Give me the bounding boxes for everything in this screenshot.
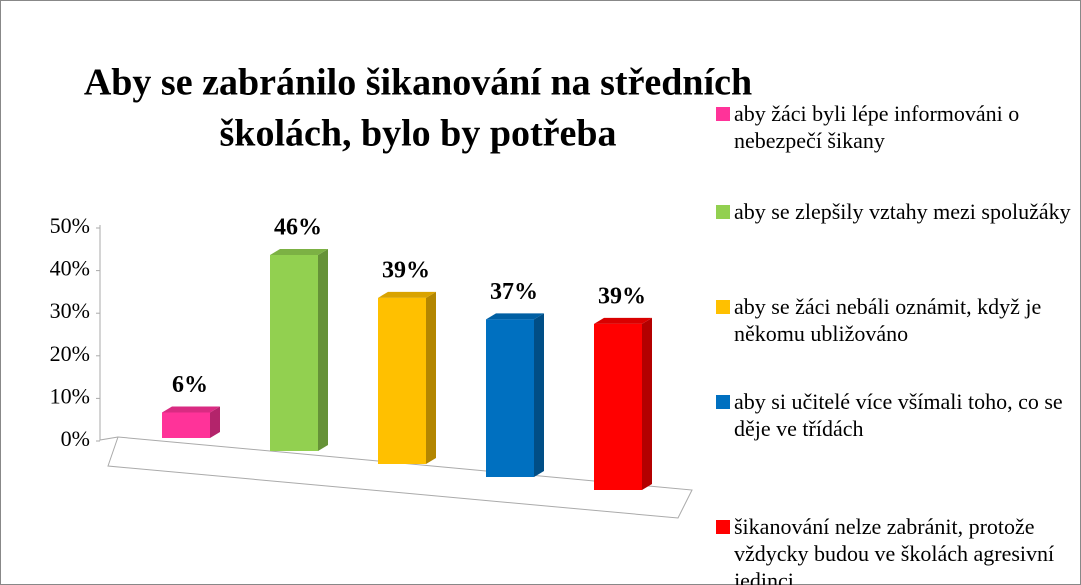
legend-swatch	[716, 205, 730, 219]
bar-face	[378, 291, 436, 298]
chart-title: školách, bylo by potřeba	[220, 113, 617, 155]
bar-face	[162, 406, 220, 413]
bar-face	[162, 412, 210, 438]
legend-label: aby si učitelé více všímali toho, co se …	[734, 389, 1063, 441]
legend-swatch	[716, 395, 730, 409]
value-label: 46%	[274, 215, 322, 241]
legend-swatch	[716, 300, 730, 314]
legend-item: aby žáci byli lépe informováni o nebezpe…	[716, 100, 1076, 154]
bar-face	[210, 406, 220, 438]
y-tick-label: 40%	[50, 256, 90, 281]
bar-face	[594, 323, 642, 490]
y-tick-label: 20%	[50, 341, 90, 366]
value-label: 39%	[382, 257, 430, 283]
bar-face	[270, 255, 318, 451]
legend-item: aby se žáci nebáli oznámit, když je něko…	[716, 293, 1076, 347]
legend-item: aby se zlepšily vztahy mezi spolužáky	[716, 198, 1076, 225]
bar	[486, 313, 544, 477]
legend-label: aby žáci byli lépe informováni o nebezpe…	[734, 101, 1020, 153]
y-tick-label: 30%	[50, 298, 90, 323]
bar	[162, 406, 220, 438]
bar-face	[534, 313, 544, 477]
bar	[594, 317, 652, 490]
bar-face	[594, 317, 652, 324]
y-tick-label: 50%	[50, 213, 90, 238]
legend-label: aby se zlepšily vztahy mezi spolužáky	[734, 199, 1071, 224]
y-axis	[99, 225, 119, 441]
bar	[270, 249, 328, 451]
legend-label: šikanování nelze zabránit, protože vždyc…	[734, 514, 1055, 585]
legend-label: aby se žáci nebáli oznámit, když je něko…	[734, 294, 1042, 346]
bar-face	[426, 291, 436, 464]
chart-title: Aby se zabránilo šikanování na středních	[84, 62, 752, 104]
value-label: 39%	[598, 283, 646, 309]
legend-swatch	[716, 520, 730, 534]
y-tick-label: 10%	[50, 383, 90, 408]
bar-face	[486, 313, 544, 320]
value-label: 6%	[172, 372, 208, 398]
bar-face	[486, 319, 534, 477]
bar-face	[642, 317, 652, 490]
value-label: 37%	[490, 279, 538, 305]
legend-swatch	[716, 107, 730, 121]
legend-item: aby si učitelé více všímali toho, co se …	[716, 388, 1076, 442]
bar-face	[270, 249, 328, 256]
legend-item: šikanování nelze zabránit, protože vždyc…	[716, 513, 1076, 585]
y-tick-label: 0%	[61, 426, 90, 451]
bar-face	[318, 249, 328, 451]
bar	[378, 291, 436, 464]
bar-face	[378, 297, 426, 464]
